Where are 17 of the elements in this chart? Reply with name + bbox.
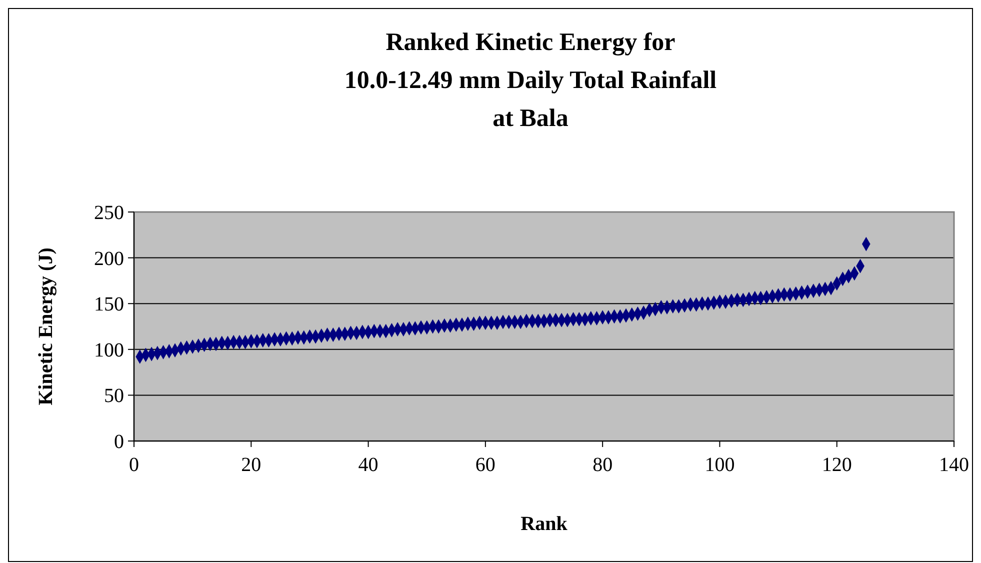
y-axis-title: Kinetic Energy (J) — [35, 248, 57, 406]
y-tick-label: 100 — [94, 339, 124, 362]
x-tick-label: 40 — [358, 454, 378, 476]
x-tick-label: 0 — [129, 454, 139, 476]
x-tick-label: 60 — [475, 454, 496, 476]
y-tick-label: 0 — [114, 431, 124, 453]
x-tick-label: 140 — [939, 454, 969, 476]
y-tick-label: 200 — [94, 248, 124, 270]
y-tick-label: 50 — [104, 385, 124, 408]
x-tick-label: 20 — [241, 454, 262, 476]
y-tick-label: 150 — [94, 294, 124, 316]
y-tick-label: 250 — [94, 202, 124, 224]
x-tick-label: 100 — [704, 454, 735, 476]
x-tick-label: 80 — [592, 454, 613, 476]
x-axis-title: Rank — [520, 513, 568, 535]
x-tick-label: 120 — [822, 454, 852, 476]
chart-title: Ranked Kinetic Energy for 10.0-12.49 mm Daily Total Rainfall at Bala — [344, 29, 717, 132]
